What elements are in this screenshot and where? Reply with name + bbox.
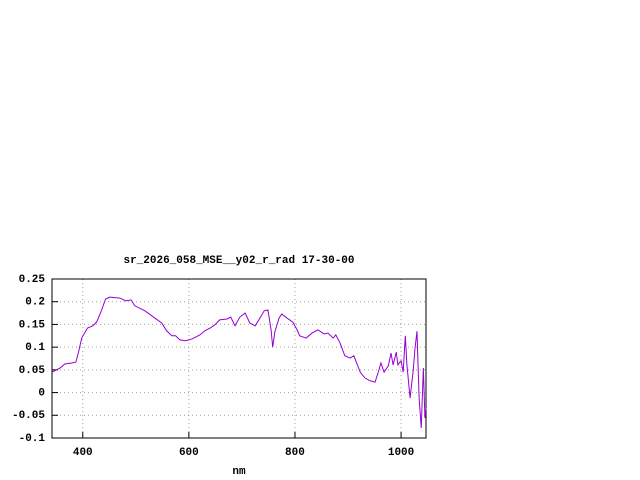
x-axis-label: nm: [232, 466, 246, 478]
y-tick-label: -0.1: [19, 433, 46, 445]
x-tick-label: 400: [73, 447, 93, 459]
y-tick-label: 0: [38, 387, 45, 399]
y-tick-label: 0.25: [19, 274, 46, 286]
x-tick-label: 600: [179, 447, 199, 459]
y-tick-label: -0.05: [12, 410, 45, 422]
x-tick-label: 1000: [388, 447, 414, 459]
y-tick-label: 0.05: [19, 365, 46, 377]
y-tick-label: 0.1: [25, 342, 45, 354]
x-tick-label: 800: [285, 447, 305, 459]
y-tick-label: 0.2: [25, 297, 45, 309]
y-tick-label: 0.15: [19, 319, 46, 331]
data-line: [51, 296, 427, 429]
chart-title: sr_2026_058_MSE__y02_r_rad 17-30-00: [123, 255, 354, 267]
plot-frame: [51, 278, 427, 439]
